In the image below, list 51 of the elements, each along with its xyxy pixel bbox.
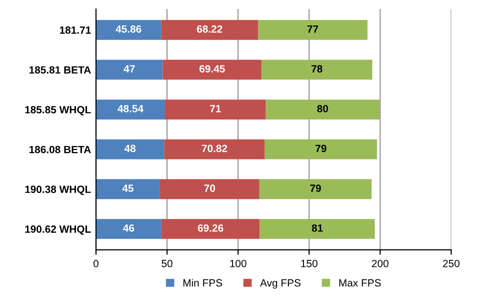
data-label: 68.22 bbox=[196, 25, 222, 33]
data-label: 78 bbox=[312, 65, 322, 73]
data-label: 45.86 bbox=[116, 25, 142, 33]
bar bbox=[266, 100, 380, 120]
data-label: 45 bbox=[122, 184, 134, 192]
bar bbox=[161, 218, 260, 239]
x-tick-label: 100 bbox=[230, 260, 246, 268]
bar bbox=[96, 179, 160, 200]
data-label: 70 bbox=[204, 184, 216, 192]
y-tick-label: 190.62 WHQL bbox=[25, 225, 91, 235]
legend-label: Max FPS bbox=[339, 279, 381, 287]
bar bbox=[96, 60, 163, 80]
data-label: 70.82 bbox=[202, 144, 228, 152]
data-label: 71 bbox=[210, 105, 221, 112]
data-label: 79 bbox=[310, 184, 321, 192]
y-tick-label: 185.85 WHQL bbox=[25, 106, 91, 116]
data-label: 47 bbox=[124, 65, 135, 72]
bar bbox=[164, 139, 265, 160]
x-tick-label: 200 bbox=[372, 260, 388, 268]
bar bbox=[258, 20, 368, 40]
bar bbox=[260, 218, 375, 239]
bar bbox=[96, 20, 162, 40]
x-tick-label: 150 bbox=[301, 260, 318, 268]
data-label: 79 bbox=[316, 144, 326, 152]
bar bbox=[161, 20, 258, 40]
data-label: 81 bbox=[312, 224, 323, 232]
bar bbox=[96, 139, 164, 160]
data-label: 77 bbox=[307, 25, 318, 33]
bar bbox=[261, 60, 372, 80]
bar bbox=[162, 60, 262, 80]
bar bbox=[96, 100, 165, 120]
legend-label: Avg FPS bbox=[260, 279, 300, 289]
data-label: 80 bbox=[317, 104, 328, 112]
bar bbox=[164, 100, 266, 120]
data-label: 69.26 bbox=[198, 224, 224, 232]
bar bbox=[160, 179, 260, 200]
y-tick-label: 185.81 BETA bbox=[29, 66, 91, 74]
data-label: 48 bbox=[124, 144, 136, 152]
x-tick-label: 50 bbox=[162, 260, 172, 268]
legend-label: Min FPS bbox=[183, 278, 222, 287]
y-tick-label: 181.71 bbox=[60, 26, 91, 34]
x-tick-label: 0 bbox=[94, 260, 98, 268]
bar bbox=[96, 218, 162, 239]
bar bbox=[259, 179, 372, 200]
data-label: 46 bbox=[123, 224, 134, 232]
x-tick-label: 250 bbox=[443, 260, 460, 268]
data-label: 69.45 bbox=[199, 65, 225, 73]
y-tick-label: 186.08 BETA bbox=[29, 146, 91, 154]
data-label: 48.54 bbox=[118, 104, 144, 112]
bar bbox=[264, 139, 378, 160]
y-tick-label: 190.38 WHQL bbox=[25, 186, 91, 195]
